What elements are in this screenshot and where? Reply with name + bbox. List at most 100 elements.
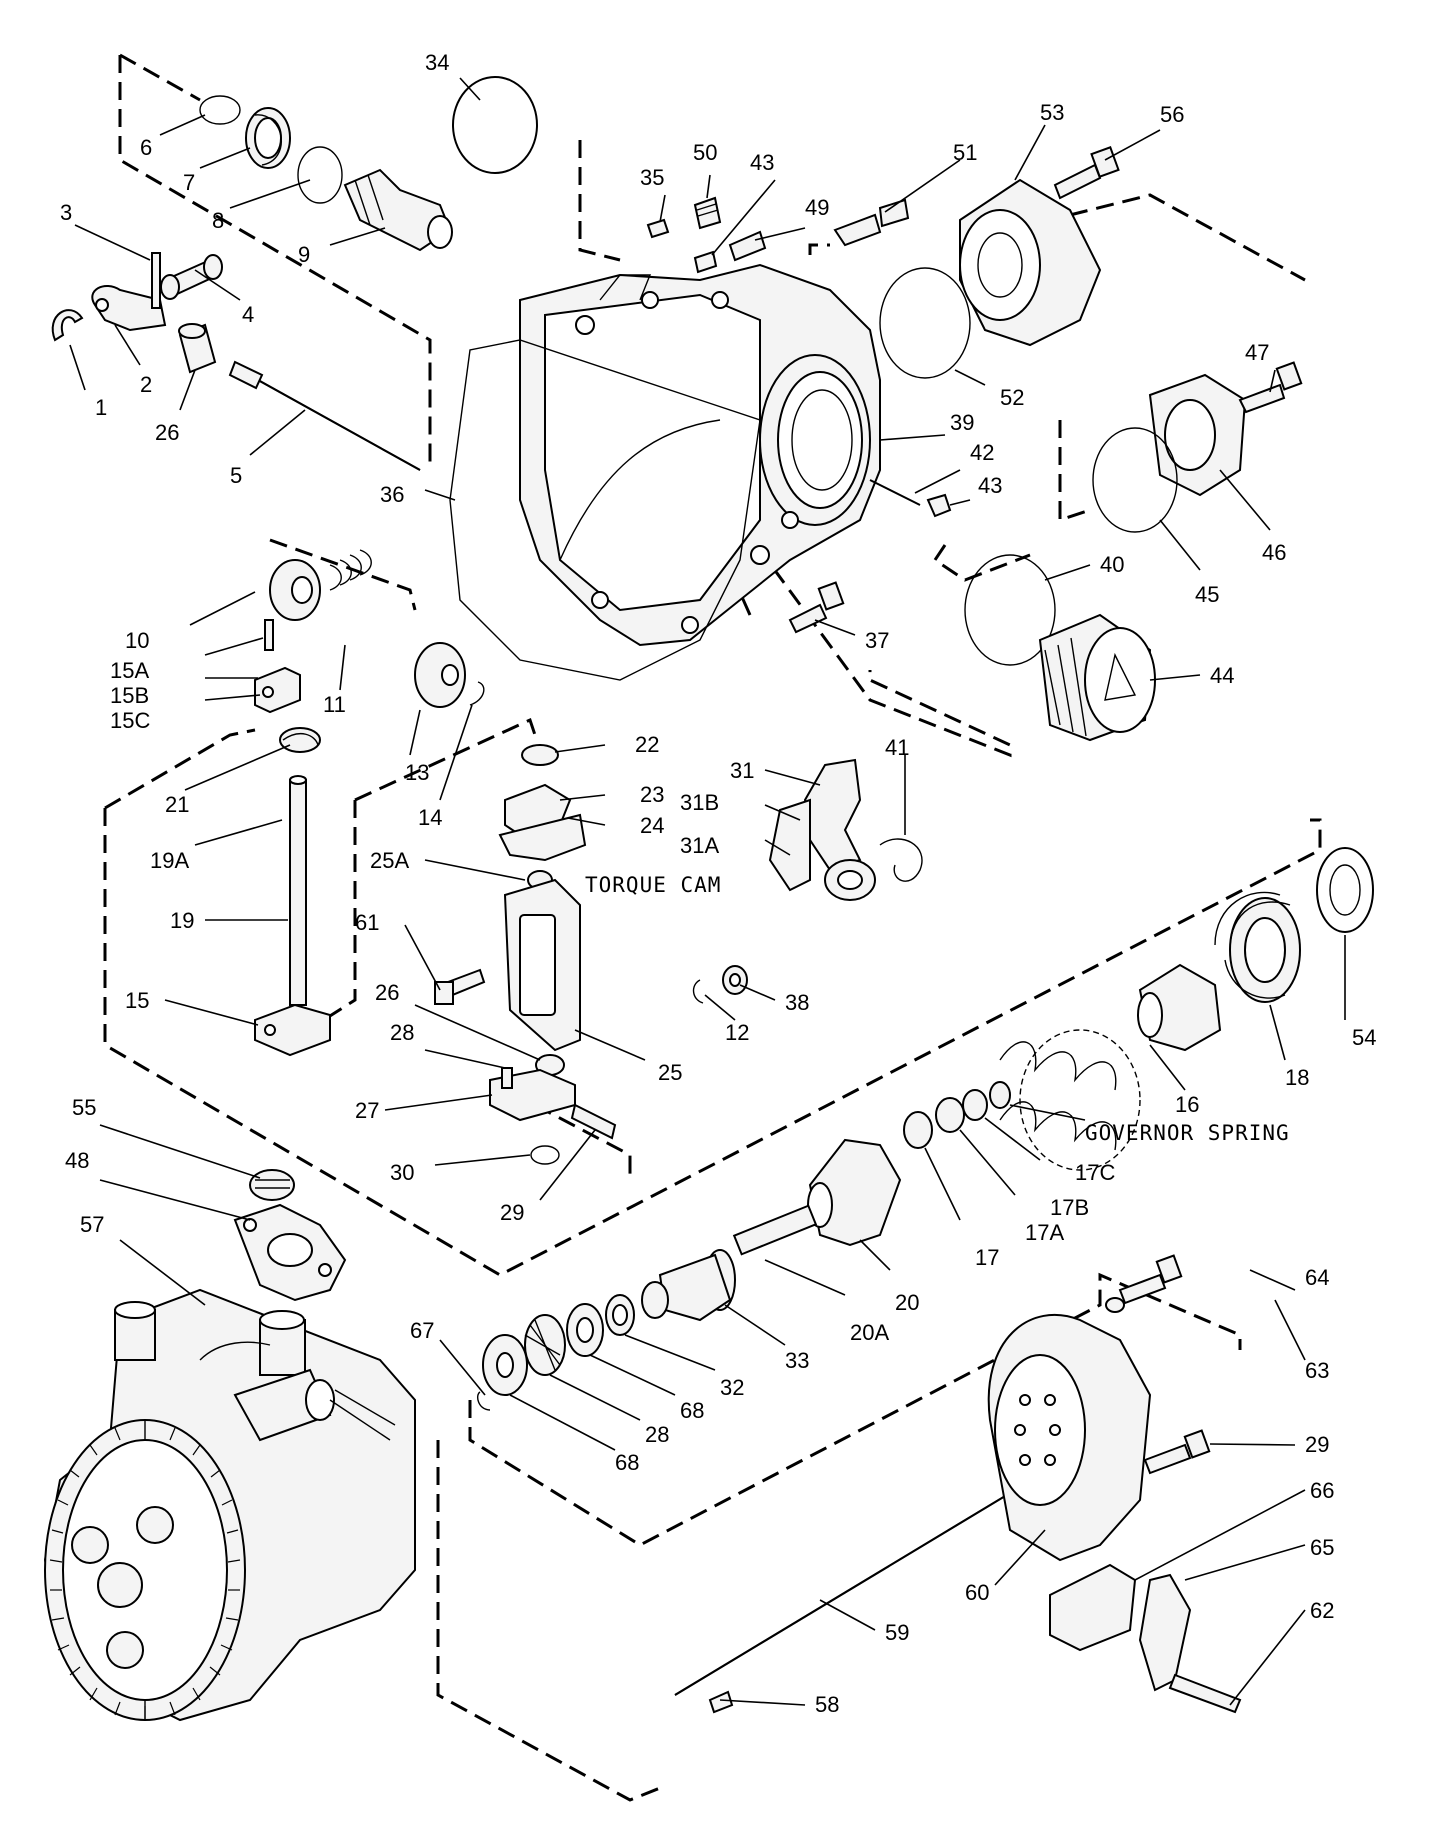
label-34: 34 (425, 50, 449, 75)
label-28a: 28 (390, 1020, 414, 1045)
label-15C: 15C (110, 708, 150, 733)
fuel-lever-group (692, 758, 923, 1004)
label-41: 41 (885, 735, 909, 760)
bracket-group (233, 1169, 347, 1302)
label-42: 42 (970, 440, 994, 465)
label-29a: 29 (500, 1200, 524, 1225)
label-50: 50 (693, 140, 717, 165)
caption-governor-spring: GOVERNOR SPRING (1085, 1121, 1290, 1145)
pump-body-57 (43, 1288, 416, 1722)
label-21: 21 (165, 792, 189, 817)
label-27: 27 (355, 1098, 379, 1123)
flyweight-shaft-group (477, 1138, 902, 1411)
label-4: 4 (242, 302, 254, 327)
label-15A: 15A (110, 658, 149, 683)
governor-spring-group (903, 847, 1374, 1171)
label-22: 22 (635, 732, 659, 757)
label-26b: 26 (375, 980, 399, 1005)
label-48: 48 (65, 1148, 89, 1173)
drive-group (674, 1254, 1242, 1714)
label-9: 9 (298, 242, 310, 267)
label-68b: 68 (615, 1450, 639, 1475)
label-47: 47 (1245, 340, 1269, 365)
label-17B: 17B (1050, 1195, 1089, 1220)
label-20: 20 (895, 1290, 919, 1315)
label-43a: 43 (750, 150, 774, 175)
label-11: 11 (323, 692, 346, 717)
label-23: 23 (640, 782, 664, 807)
label-51: 51 (953, 140, 977, 165)
label-29b: 29 (1305, 1432, 1329, 1457)
label-26a: 26 (155, 420, 179, 445)
label-36: 36 (380, 482, 404, 507)
label-31: 31 (730, 758, 754, 783)
leader-lines (69, 77, 1346, 1706)
label-45: 45 (1195, 582, 1219, 607)
label-16: 16 (1175, 1092, 1199, 1117)
label-7: 7 (183, 170, 195, 195)
upper-left-parts (51, 95, 453, 471)
gasket-36 (449, 339, 761, 681)
label-14: 14 (418, 805, 442, 830)
label-68a: 68 (680, 1398, 704, 1423)
label-30: 30 (390, 1160, 414, 1185)
label-20A: 20A (850, 1320, 889, 1345)
label-17A: 17A (1025, 1220, 1064, 1245)
label-53: 53 (1040, 100, 1064, 125)
label-57: 57 (80, 1212, 104, 1237)
label-33: 33 (785, 1348, 809, 1373)
cover-34 (452, 76, 538, 174)
label-65: 65 (1310, 1535, 1334, 1560)
label-39: 39 (950, 410, 974, 435)
lever-group (254, 549, 485, 1057)
label-55: 55 (72, 1095, 96, 1120)
label-8: 8 (212, 208, 224, 233)
label-66: 66 (1310, 1478, 1334, 1503)
label-31B: 31B (680, 790, 719, 815)
label-32: 32 (720, 1375, 744, 1400)
label-25: 25 (658, 1060, 682, 1085)
label-24: 24 (640, 813, 664, 838)
label-2: 2 (140, 372, 152, 397)
label-28b: 28 (645, 1422, 669, 1447)
label-31A: 31A (680, 833, 719, 858)
part-labels: 1 2 3 4 5 6 7 8 9 26 34 35 50 43 49 51 5… (60, 50, 1376, 1717)
label-67: 67 (410, 1318, 434, 1343)
label-15: 15 (125, 988, 149, 1013)
label-37: 37 (865, 628, 889, 653)
label-17C: 17C (1075, 1160, 1115, 1185)
label-13: 13 (405, 760, 429, 785)
label-17: 17 (975, 1245, 999, 1270)
right-top-parts (788, 361, 1303, 742)
label-58: 58 (815, 1692, 839, 1717)
label-6: 6 (140, 135, 152, 160)
label-25A: 25A (370, 848, 409, 873)
label-3: 3 (60, 200, 72, 225)
label-15B: 15B (110, 683, 149, 708)
label-5: 5 (230, 463, 242, 488)
label-19: 19 (170, 908, 194, 933)
label-12: 12 (725, 1020, 749, 1045)
label-52: 52 (1000, 385, 1024, 410)
top-small-parts (646, 146, 1120, 379)
label-43b: 43 (978, 473, 1002, 498)
label-56: 56 (1160, 102, 1184, 127)
label-40: 40 (1100, 552, 1124, 577)
label-10: 10 (125, 628, 149, 653)
torque-cam-group (434, 744, 617, 1165)
caption-torque-cam: TORQUE CAM (585, 873, 721, 897)
label-62: 62 (1310, 1598, 1334, 1623)
label-18: 18 (1285, 1065, 1309, 1090)
label-63: 63 (1305, 1358, 1329, 1383)
governor-housing (519, 263, 881, 647)
label-49: 49 (805, 195, 829, 220)
label-46: 46 (1262, 540, 1286, 565)
label-19A: 19A (150, 848, 189, 873)
label-54: 54 (1352, 1025, 1376, 1050)
label-64: 64 (1305, 1265, 1329, 1290)
label-35: 35 (640, 165, 664, 190)
label-60: 60 (965, 1580, 989, 1605)
label-59: 59 (885, 1620, 909, 1645)
label-38: 38 (785, 990, 809, 1015)
